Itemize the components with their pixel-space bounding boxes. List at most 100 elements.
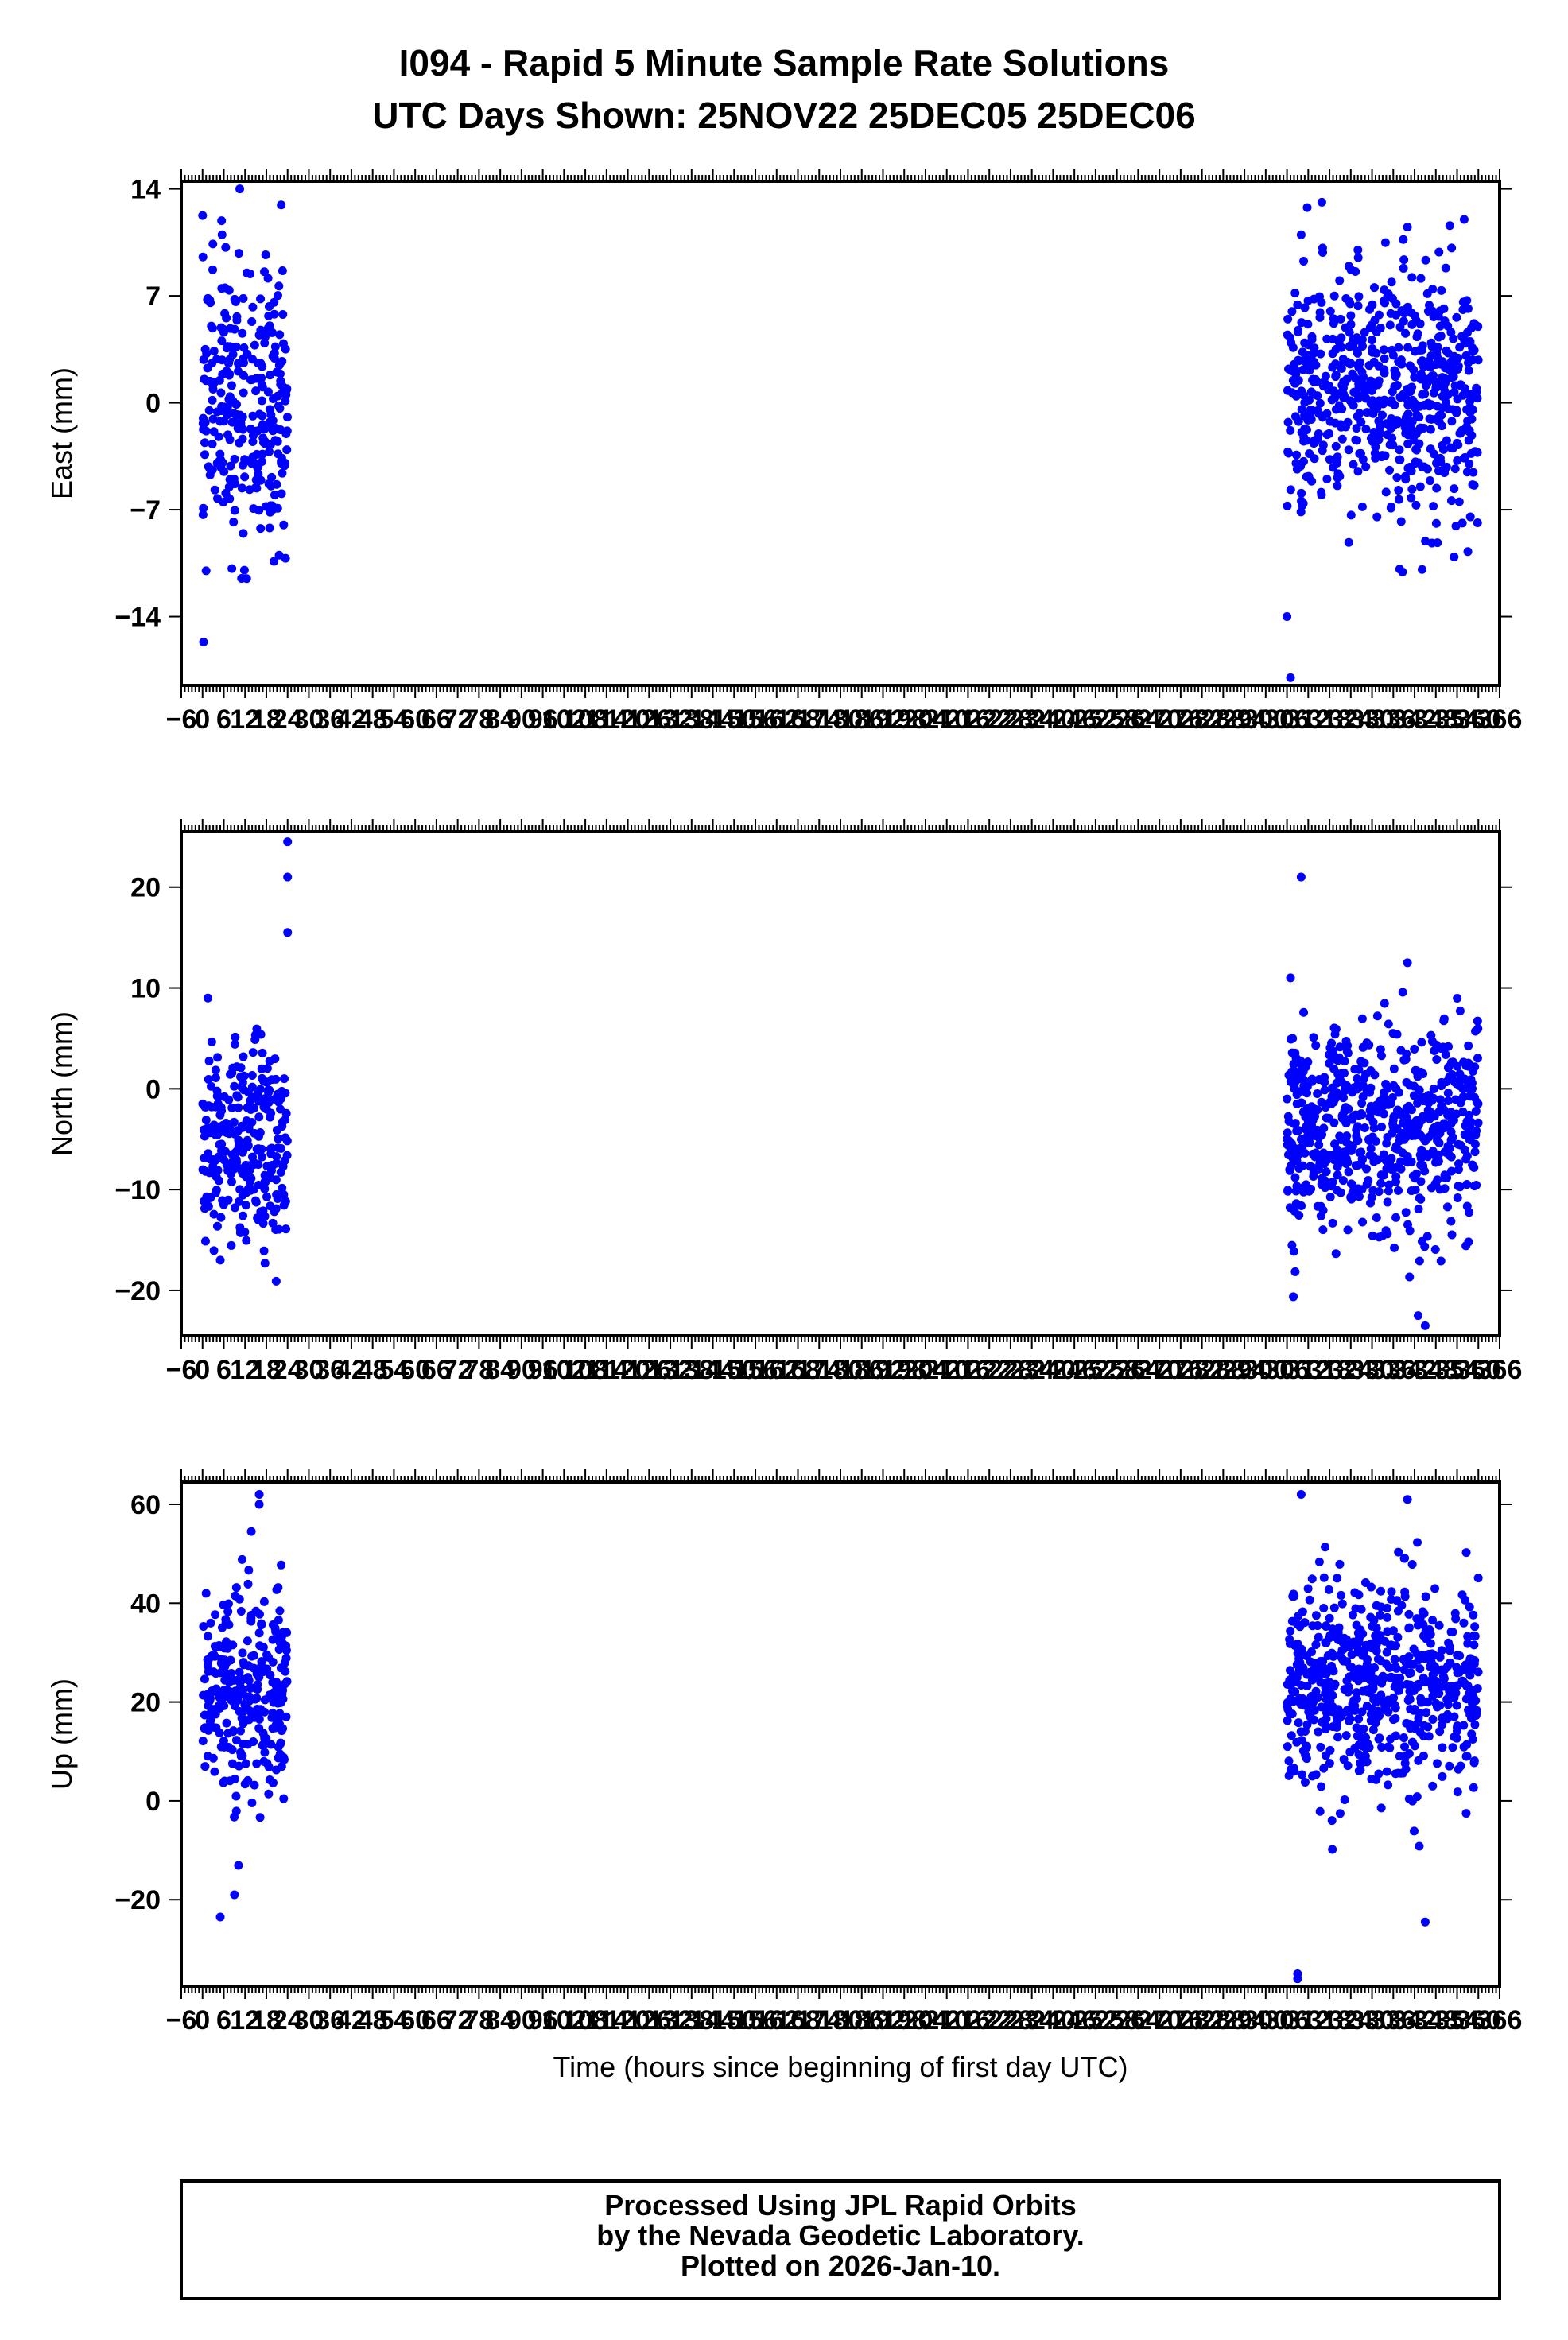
data-point — [273, 291, 282, 301]
data-point — [274, 1583, 283, 1593]
data-point — [1396, 1046, 1406, 1055]
data-point — [1331, 1249, 1341, 1259]
x-tick-label: 60 — [400, 1355, 430, 1385]
data-point — [1469, 1162, 1479, 1172]
data-point — [1332, 1186, 1341, 1195]
x-tick-label: 12 — [230, 704, 260, 735]
x-tick-label: 24 — [273, 704, 303, 735]
data-point — [254, 1181, 263, 1190]
data-point — [266, 1740, 276, 1749]
x-tick-label: 222 — [967, 704, 1012, 735]
data-point — [205, 464, 215, 473]
data-point — [1435, 1701, 1445, 1710]
data-point — [258, 1219, 268, 1228]
data-point — [1349, 370, 1358, 379]
data-point — [1457, 518, 1467, 528]
data-point — [1374, 1108, 1384, 1117]
data-point — [281, 1115, 290, 1124]
data-point — [1319, 1148, 1329, 1158]
data-point — [247, 1071, 257, 1081]
data-point — [1473, 1099, 1483, 1108]
data-point — [1361, 384, 1371, 394]
data-point — [248, 411, 258, 421]
data-point — [1471, 1106, 1481, 1116]
data-point — [1473, 518, 1482, 528]
x-tick-label: 150 — [712, 2005, 757, 2035]
data-point — [219, 1600, 228, 1609]
x-tick-label: 90 — [506, 704, 537, 735]
data-point — [198, 510, 208, 519]
data-point — [270, 342, 280, 351]
data-point — [1467, 414, 1477, 424]
data-point — [278, 309, 288, 319]
data-point — [208, 1753, 218, 1763]
data-point — [1346, 1146, 1356, 1155]
data-point — [213, 494, 223, 503]
data-point — [1388, 1116, 1398, 1125]
data-point — [1426, 1030, 1436, 1040]
data-point — [1283, 1094, 1292, 1104]
data-point — [1367, 1193, 1376, 1202]
data-point — [204, 1056, 214, 1065]
data-point — [212, 1723, 221, 1733]
data-point — [1405, 1720, 1415, 1729]
x-tick-label: 306 — [1264, 1355, 1310, 1385]
data-point — [254, 1706, 263, 1715]
data-point — [202, 349, 212, 359]
panel-3: −60 6121824303642485460667278849096102108… — [45, 1469, 1522, 2035]
data-point — [1368, 1117, 1378, 1127]
data-point — [1292, 1182, 1302, 1191]
x-tick-label: 84 — [485, 2005, 515, 2035]
data-point — [1296, 872, 1306, 882]
y-tick-label: 7 — [146, 281, 161, 312]
data-point — [276, 376, 285, 386]
data-point — [1313, 1089, 1322, 1099]
data-point — [1383, 1627, 1392, 1636]
data-point — [1380, 238, 1390, 247]
data-point — [1455, 1069, 1465, 1079]
data-point — [278, 468, 287, 478]
data-point — [247, 1118, 257, 1127]
data-point — [1374, 1232, 1384, 1242]
data-point — [228, 350, 238, 359]
data-point — [1361, 462, 1371, 471]
x-tick-label: 264 — [1116, 704, 1161, 735]
data-point — [1287, 1731, 1296, 1740]
data-point — [1452, 1109, 1461, 1119]
data-point — [260, 439, 270, 448]
data-point — [1445, 1151, 1454, 1160]
x-tick-label: 252 — [1073, 2005, 1119, 2035]
data-point — [1335, 1042, 1345, 1052]
y-tick-label: 14 — [130, 175, 161, 205]
data-point — [281, 1197, 290, 1206]
data-point — [1445, 221, 1454, 231]
data-point — [1357, 1154, 1367, 1164]
data-point — [273, 391, 282, 401]
data-point — [1296, 507, 1306, 517]
x-tick-label: 144 — [690, 704, 735, 735]
data-point — [1432, 348, 1442, 358]
data-point — [230, 1812, 239, 1822]
data-point — [208, 359, 217, 368]
x-tick-label: 192 — [860, 1355, 906, 1385]
data-point — [1329, 291, 1339, 301]
data-point — [1414, 1116, 1423, 1125]
data-point — [1344, 537, 1353, 547]
data-points — [198, 184, 1483, 682]
data-point — [1366, 398, 1376, 408]
data-point — [217, 1146, 227, 1155]
data-point — [1434, 332, 1443, 342]
x-tick-label: 132 — [648, 704, 693, 735]
x-tick-label: 72 — [443, 704, 473, 735]
x-tick-label: 108 — [563, 704, 608, 735]
data-point — [1381, 1080, 1391, 1089]
data-point — [283, 928, 293, 937]
x-tick-label: 276 — [1159, 2005, 1204, 2035]
data-point — [1403, 1113, 1412, 1123]
data-points — [198, 837, 1483, 1330]
data-point — [1415, 1085, 1424, 1095]
data-point — [246, 1104, 255, 1114]
data-point — [1317, 1702, 1326, 1712]
data-point — [1316, 1742, 1325, 1752]
